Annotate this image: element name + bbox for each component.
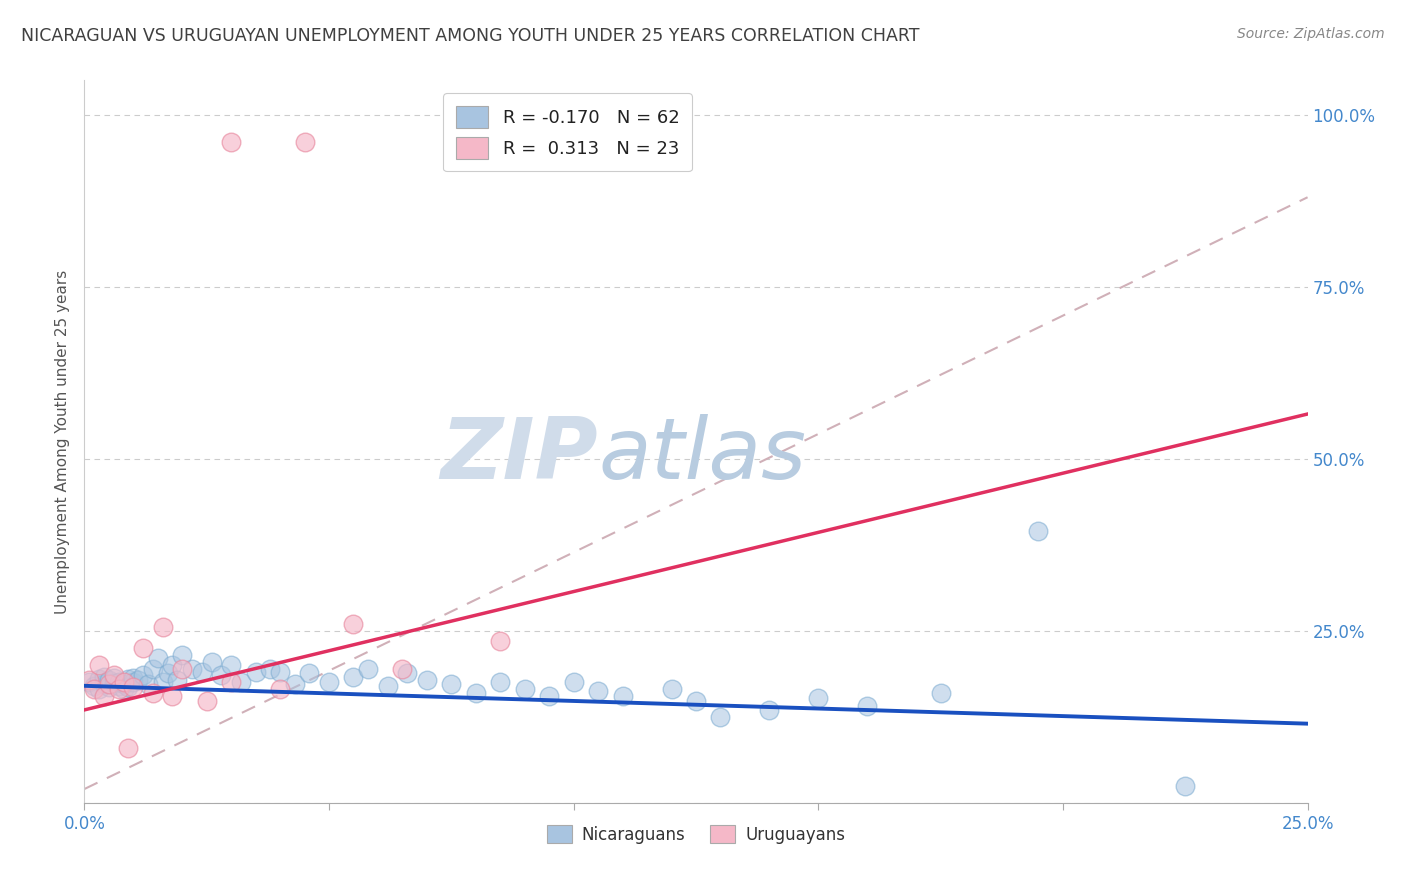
Point [758,703,780,717]
Point [807,691,830,706]
Point [93,677,115,691]
Point [489,634,512,648]
Point [87,682,110,697]
Text: ZIP: ZIP [440,415,598,498]
Point [219,675,242,690]
Point [77,675,100,690]
Point [112,677,135,691]
Point [172,662,194,676]
Point [538,689,561,703]
Point [87,658,110,673]
Point [136,677,159,691]
Point [856,699,879,714]
Point [181,662,204,676]
Point [172,648,194,662]
Point [152,675,174,690]
Point [195,694,218,708]
Point [342,616,364,631]
Point [357,662,380,676]
Y-axis label: Unemployment Among Youth under 25 years: Unemployment Among Youth under 25 years [55,269,70,614]
Point [97,680,120,694]
Point [298,666,321,681]
Point [142,662,165,676]
Point [162,689,184,703]
Point [269,665,291,679]
Point [586,684,609,698]
Point [396,666,419,681]
Point [269,682,291,697]
Point [77,673,100,688]
Point [117,672,139,686]
Point [83,679,105,693]
Point [294,135,316,149]
Point [259,662,281,676]
Point [122,680,145,694]
Point [83,682,105,697]
Point [166,673,188,688]
Point [391,662,413,676]
Point [107,679,129,693]
Point [87,672,110,686]
Point [93,670,115,684]
Point [103,671,125,685]
Point [1028,524,1050,538]
Point [162,658,184,673]
Point [191,665,214,679]
Point [440,677,463,691]
Point [209,668,232,682]
Point [661,682,683,697]
Point [709,710,731,724]
Point [612,689,634,703]
Point [132,668,155,682]
Point [117,680,139,694]
Point [513,682,536,697]
Point [219,658,242,673]
Point [562,675,585,690]
Point [103,668,125,682]
Text: Source: ZipAtlas.com: Source: ZipAtlas.com [1237,27,1385,41]
Point [489,675,512,690]
Point [377,679,399,693]
Point [132,640,155,655]
Point [117,740,139,755]
Point [112,675,135,690]
Point [342,670,364,684]
Point [112,682,135,697]
Point [122,675,145,690]
Point [146,651,169,665]
Point [1174,779,1197,793]
Point [200,655,222,669]
Point [685,694,707,708]
Point [284,677,307,691]
Point [318,675,340,690]
Point [245,665,267,679]
Point [107,682,129,697]
Point [229,675,252,690]
Point [929,686,952,700]
Point [416,673,439,688]
Legend: Nicaraguans, Uruguayans: Nicaraguans, Uruguayans [538,817,853,852]
Point [156,666,179,681]
Point [122,671,145,685]
Point [142,686,165,700]
Point [103,676,125,690]
Point [97,677,120,691]
Point [152,620,174,634]
Point [97,673,120,688]
Text: atlas: atlas [598,415,806,498]
Point [464,686,486,700]
Text: NICARAGUAN VS URUGUAYAN UNEMPLOYMENT AMONG YOUTH UNDER 25 YEARS CORRELATION CHAR: NICARAGUAN VS URUGUAYAN UNEMPLOYMENT AMO… [21,27,920,45]
Point [127,673,149,688]
Point [219,135,242,149]
Point [107,674,129,689]
Point [93,689,115,703]
